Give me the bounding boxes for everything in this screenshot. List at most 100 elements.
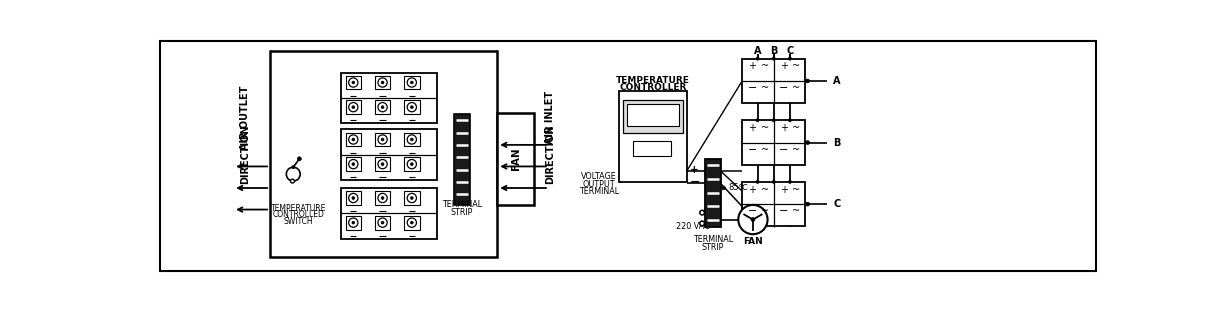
Circle shape	[772, 57, 775, 60]
Text: TERMINAL: TERMINAL	[579, 187, 619, 196]
Text: AIR OUTLET: AIR OUTLET	[240, 86, 250, 150]
Circle shape	[379, 218, 387, 227]
Circle shape	[407, 218, 417, 227]
Text: CONTROLLED: CONTROLLED	[273, 210, 325, 219]
Text: +: +	[780, 184, 788, 195]
Circle shape	[410, 138, 413, 141]
Bar	[454, 114, 469, 205]
Text: TERMINAL: TERMINAL	[693, 235, 733, 244]
Text: ~: ~	[793, 123, 800, 133]
Text: ~: ~	[793, 184, 800, 195]
Text: +: +	[748, 61, 756, 71]
Bar	[341, 73, 437, 123]
Text: ~: ~	[793, 83, 800, 93]
Circle shape	[379, 135, 387, 144]
Circle shape	[722, 186, 725, 190]
Bar	[271, 51, 497, 257]
Text: ~: ~	[793, 61, 800, 71]
Circle shape	[407, 135, 417, 144]
Circle shape	[407, 103, 417, 112]
Circle shape	[806, 79, 810, 83]
Circle shape	[410, 81, 413, 84]
Bar	[375, 216, 391, 230]
Text: −: −	[779, 206, 789, 216]
Bar	[375, 133, 391, 146]
Circle shape	[352, 138, 355, 141]
Text: +: +	[748, 184, 756, 195]
Text: TEMPERATURE: TEMPERATURE	[616, 76, 690, 85]
Text: FAN: FAN	[744, 237, 763, 246]
Circle shape	[381, 138, 383, 141]
Circle shape	[806, 202, 810, 206]
Circle shape	[756, 180, 760, 183]
Bar	[345, 76, 361, 89]
Text: B: B	[771, 46, 778, 56]
Text: −: −	[747, 206, 757, 216]
Bar	[706, 159, 720, 226]
Bar	[341, 129, 437, 180]
Circle shape	[407, 78, 417, 87]
Circle shape	[789, 180, 791, 183]
Text: AIR INLET: AIR INLET	[545, 91, 555, 145]
Circle shape	[756, 57, 760, 60]
Circle shape	[352, 163, 355, 166]
Bar	[345, 100, 361, 114]
Text: +: +	[780, 123, 788, 133]
Bar	[345, 216, 361, 230]
Bar	[497, 112, 534, 205]
Text: 220 VAC: 220 VAC	[676, 222, 709, 231]
Bar	[627, 104, 679, 126]
Circle shape	[298, 157, 301, 161]
Text: ~: ~	[761, 184, 769, 195]
Text: −: −	[779, 83, 789, 93]
Bar	[622, 100, 682, 133]
Text: STRIP: STRIP	[702, 243, 724, 252]
Text: ~: ~	[761, 206, 769, 216]
Circle shape	[381, 81, 383, 84]
Text: CONTROLLER: CONTROLLER	[619, 83, 686, 92]
Bar	[341, 188, 437, 239]
Text: −: −	[747, 145, 757, 154]
Circle shape	[772, 119, 775, 122]
Circle shape	[407, 193, 417, 203]
Bar	[404, 100, 419, 114]
Circle shape	[349, 159, 358, 169]
Circle shape	[789, 57, 791, 60]
Bar	[404, 157, 419, 171]
Circle shape	[349, 193, 358, 203]
Bar	[375, 76, 391, 89]
Bar	[742, 59, 805, 103]
Circle shape	[756, 119, 760, 122]
Bar	[345, 157, 361, 171]
Circle shape	[789, 119, 791, 122]
Text: A: A	[753, 46, 761, 56]
Text: TEMPERATURE: TEMPERATURE	[271, 204, 326, 213]
Circle shape	[349, 78, 358, 87]
Bar	[404, 133, 419, 146]
Text: +: +	[748, 123, 756, 133]
Text: DIRECTION: DIRECTION	[545, 124, 555, 184]
Text: ~: ~	[761, 61, 769, 71]
Bar	[404, 191, 419, 205]
Circle shape	[352, 81, 355, 84]
Text: C: C	[833, 199, 840, 209]
Text: +: +	[780, 61, 788, 71]
Text: ~: ~	[761, 83, 769, 93]
Text: TERMINAL: TERMINAL	[442, 201, 481, 210]
Text: VOLTAGE: VOLTAGE	[581, 172, 617, 181]
Circle shape	[381, 221, 383, 224]
Text: −: −	[747, 83, 757, 93]
Text: A: A	[833, 76, 840, 86]
Circle shape	[292, 166, 295, 169]
Circle shape	[349, 135, 358, 144]
Bar	[345, 191, 361, 205]
Circle shape	[287, 167, 300, 181]
Circle shape	[379, 193, 387, 203]
Text: 85℃: 85℃	[729, 183, 748, 192]
Text: FAN: FAN	[511, 147, 521, 170]
Bar	[375, 191, 391, 205]
Text: B: B	[833, 138, 840, 148]
Text: −: −	[779, 145, 789, 154]
Circle shape	[410, 163, 413, 166]
Text: ~: ~	[761, 145, 769, 154]
